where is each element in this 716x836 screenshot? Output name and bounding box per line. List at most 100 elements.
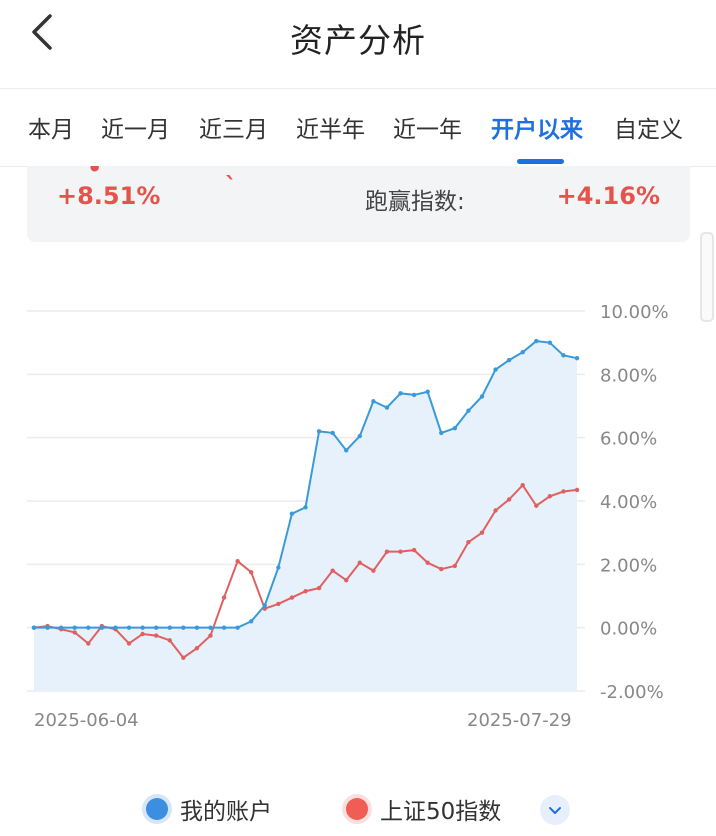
chevron-left-icon bbox=[32, 14, 52, 50]
data-point-index bbox=[357, 560, 362, 565]
data-point-index bbox=[126, 641, 132, 646]
data-point-index bbox=[439, 566, 444, 572]
beat-index-value: +4.16% bbox=[556, 182, 660, 210]
data-point-index bbox=[167, 638, 172, 643]
data-point-index bbox=[371, 568, 376, 573]
legend-expand-button[interactable] bbox=[540, 795, 570, 825]
legend-dot-account bbox=[146, 798, 168, 820]
beat-index-label: 跑赢指数: bbox=[365, 189, 465, 215]
data-point-index bbox=[561, 489, 566, 494]
data-point-index bbox=[398, 549, 403, 554]
data-point-account bbox=[411, 392, 417, 398]
data-point-account bbox=[276, 565, 281, 570]
legend-label-index: 上证50指数 bbox=[380, 799, 502, 825]
tab-last-month[interactable]: 近一月 bbox=[101, 117, 170, 143]
data-point-account bbox=[357, 433, 362, 439]
y-tick-label: 6.00% bbox=[600, 429, 657, 450]
data-point-account bbox=[221, 625, 227, 630]
data-point-index bbox=[452, 563, 458, 569]
data-point-index bbox=[72, 630, 77, 635]
data-point-account bbox=[45, 625, 50, 630]
data-point-account bbox=[113, 625, 118, 630]
page-title: 资产分析 bbox=[290, 21, 426, 60]
x-tick-label-end: 2025-07-29 bbox=[467, 710, 572, 731]
data-point-account bbox=[452, 425, 458, 431]
tab-custom[interactable]: 自定义 bbox=[614, 117, 683, 143]
data-point-index bbox=[235, 558, 240, 564]
data-point-index bbox=[316, 585, 322, 591]
data-point-index bbox=[411, 547, 417, 553]
y-axis-ticks: 10.00% 8.00% 6.00% 4.00% 2.00% 0.00% -2.00% bbox=[600, 302, 669, 703]
data-point-index bbox=[153, 633, 159, 638]
tab-last-year[interactable]: 近一年 bbox=[393, 117, 462, 143]
data-point-index bbox=[506, 497, 512, 502]
data-point-index bbox=[493, 508, 498, 513]
active-tab-indicator bbox=[517, 159, 564, 164]
legend-label-account: 我的账户 bbox=[180, 799, 272, 825]
period-tabs: 本月 近一月 近三月 近半年 近一年 开户以来 自定义 bbox=[0, 88, 716, 167]
clipped-text-fragment: ˎ bbox=[225, 166, 237, 180]
data-point-index bbox=[303, 589, 308, 594]
header-bar: 资产分析 bbox=[0, 0, 716, 89]
account-return-value: +8.51% bbox=[57, 182, 161, 210]
data-point-index bbox=[574, 487, 580, 493]
data-point-account bbox=[31, 625, 37, 630]
data-point-account bbox=[466, 408, 471, 413]
scrollbar[interactable] bbox=[700, 232, 714, 322]
tab-this-month[interactable]: 本月 bbox=[28, 117, 74, 143]
y-tick-label: -2.00% bbox=[600, 682, 664, 703]
data-point-account bbox=[194, 625, 200, 630]
data-point-account bbox=[72, 625, 77, 630]
y-tick-label: 10.00% bbox=[600, 302, 669, 323]
data-point-account bbox=[262, 603, 267, 608]
data-point-account bbox=[208, 625, 213, 630]
data-point-account bbox=[235, 625, 240, 630]
chevron-down-icon bbox=[549, 807, 561, 814]
return-chart: 10.00% 8.00% 6.00% 4.00% 2.00% 0.00% -2.00% bbox=[27, 302, 669, 703]
data-point-index bbox=[330, 568, 335, 573]
data-point-account bbox=[561, 353, 566, 358]
legend-item-account[interactable]: 我的账户 bbox=[146, 792, 272, 826]
data-point-account bbox=[303, 505, 308, 510]
data-point-account bbox=[153, 625, 159, 630]
clipped-text-fragment: • bbox=[87, 166, 103, 182]
data-point-account bbox=[520, 349, 525, 355]
y-tick-label: 4.00% bbox=[600, 492, 657, 513]
data-point-account bbox=[289, 511, 295, 516]
data-point-index bbox=[194, 646, 200, 651]
data-point-account bbox=[479, 394, 485, 399]
y-tick-label: 2.00% bbox=[600, 555, 657, 576]
tab-last-3-months[interactable]: 近三月 bbox=[199, 117, 268, 143]
tab-since-opening[interactable]: 开户以来 bbox=[491, 117, 583, 143]
data-point-account bbox=[58, 625, 64, 630]
data-point-index bbox=[384, 549, 390, 554]
data-point-account bbox=[534, 338, 539, 344]
data-point-account bbox=[439, 430, 444, 436]
data-point-index bbox=[140, 631, 145, 637]
data-point-account bbox=[167, 625, 172, 630]
data-point-account bbox=[384, 405, 390, 410]
data-point-account bbox=[493, 367, 498, 372]
legend-item-index[interactable]: 上证50指数 bbox=[346, 792, 501, 826]
data-point-index bbox=[181, 655, 186, 660]
data-point-index bbox=[276, 601, 281, 607]
data-point-account bbox=[140, 625, 145, 630]
data-point-account bbox=[99, 625, 105, 630]
data-point-index bbox=[547, 494, 553, 499]
data-point-account bbox=[330, 430, 335, 436]
y-tick-label: 8.00% bbox=[600, 365, 657, 386]
data-point-index bbox=[221, 595, 227, 600]
data-point-index bbox=[86, 641, 91, 646]
data-point-index bbox=[425, 560, 430, 565]
data-point-account bbox=[398, 391, 403, 396]
tab-last-half-year[interactable]: 近半年 bbox=[296, 117, 365, 143]
data-point-index bbox=[479, 530, 485, 535]
data-point-account bbox=[344, 448, 349, 453]
data-point-index bbox=[208, 633, 213, 638]
x-tick-label-start: 2025-06-04 bbox=[34, 710, 139, 731]
back-button[interactable] bbox=[22, 10, 66, 54]
legend-dot-index bbox=[346, 798, 368, 820]
data-point-index bbox=[466, 539, 471, 545]
data-point-index bbox=[534, 503, 539, 508]
data-point-account bbox=[126, 625, 132, 630]
